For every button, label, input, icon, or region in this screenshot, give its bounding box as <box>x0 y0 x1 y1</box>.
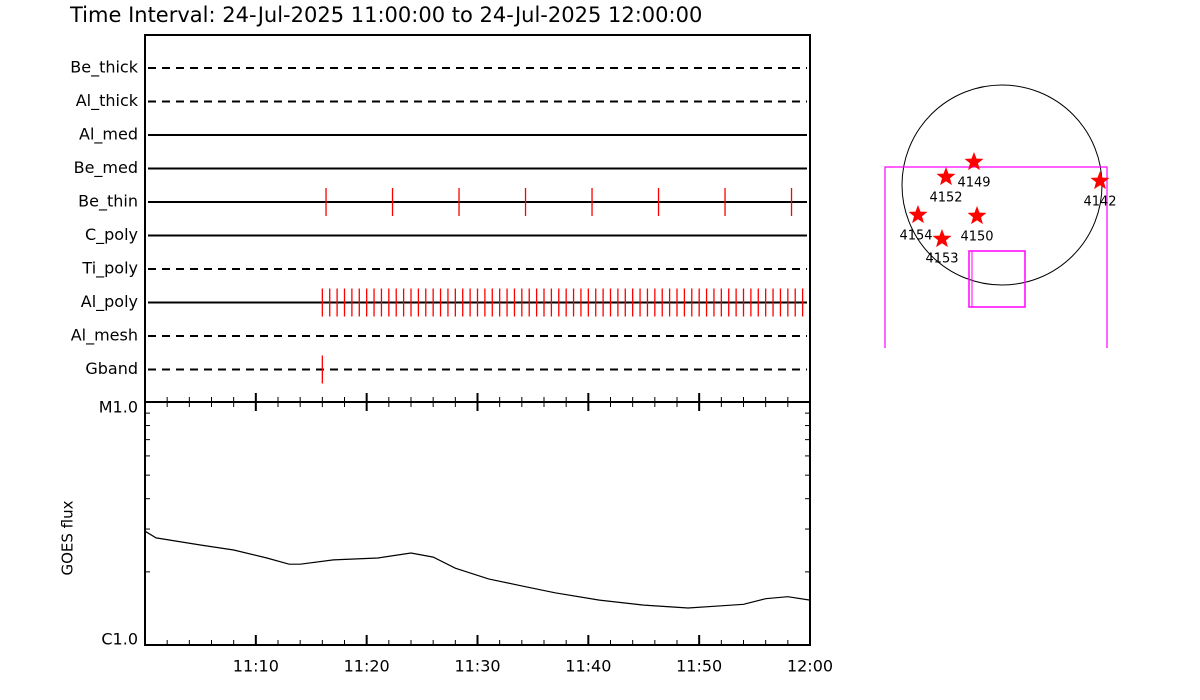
y-tick-label: M1.0 <box>99 398 138 417</box>
region-label: 4150 <box>960 230 993 245</box>
region-marker <box>967 206 987 225</box>
fov-box <box>968 250 1026 308</box>
x-tick-label: 11:30 <box>454 657 500 676</box>
filter-label: Al_med <box>79 125 138 145</box>
x-tick-label: 11:20 <box>344 657 390 676</box>
region-marker <box>932 229 952 248</box>
filter-label: Al_poly <box>81 292 138 312</box>
filter-label: Be_thick <box>70 58 138 78</box>
y-tick-label: C1.0 <box>101 630 138 649</box>
filter-label: Be_thin <box>78 192 138 212</box>
filter-label: Be_med <box>74 158 138 178</box>
x-tick-label: 12:00 <box>787 657 833 676</box>
x-tick-label: 11:50 <box>676 657 722 676</box>
filter-label: Gband <box>85 359 138 378</box>
region-label: 4142 <box>1083 195 1116 210</box>
flux-line <box>144 530 811 609</box>
region-label: 4153 <box>925 252 958 267</box>
filter-label: C_poly <box>85 225 138 245</box>
filter-label: Ti_poly <box>81 259 138 279</box>
region-label: 4149 <box>957 176 990 191</box>
region-label: 4152 <box>929 191 962 206</box>
region-marker <box>936 167 956 186</box>
timeline-frame <box>144 34 811 403</box>
goes-frame <box>144 401 811 646</box>
chart-title: Time Interval: 24-Jul-2025 11:00:00 to 2… <box>69 3 702 27</box>
region-label: 4154 <box>899 229 932 244</box>
filter-label: Al_mesh <box>71 326 138 346</box>
fov-outline <box>884 166 1108 348</box>
filter-label: Al_thick <box>76 91 139 111</box>
x-tick-label: 11:40 <box>565 657 611 676</box>
x-tick-label: 11:10 <box>233 657 279 676</box>
region-marker <box>964 152 984 171</box>
y-axis-label: GOES flux <box>59 500 77 575</box>
region-marker <box>908 205 928 224</box>
region-marker <box>1090 171 1110 190</box>
